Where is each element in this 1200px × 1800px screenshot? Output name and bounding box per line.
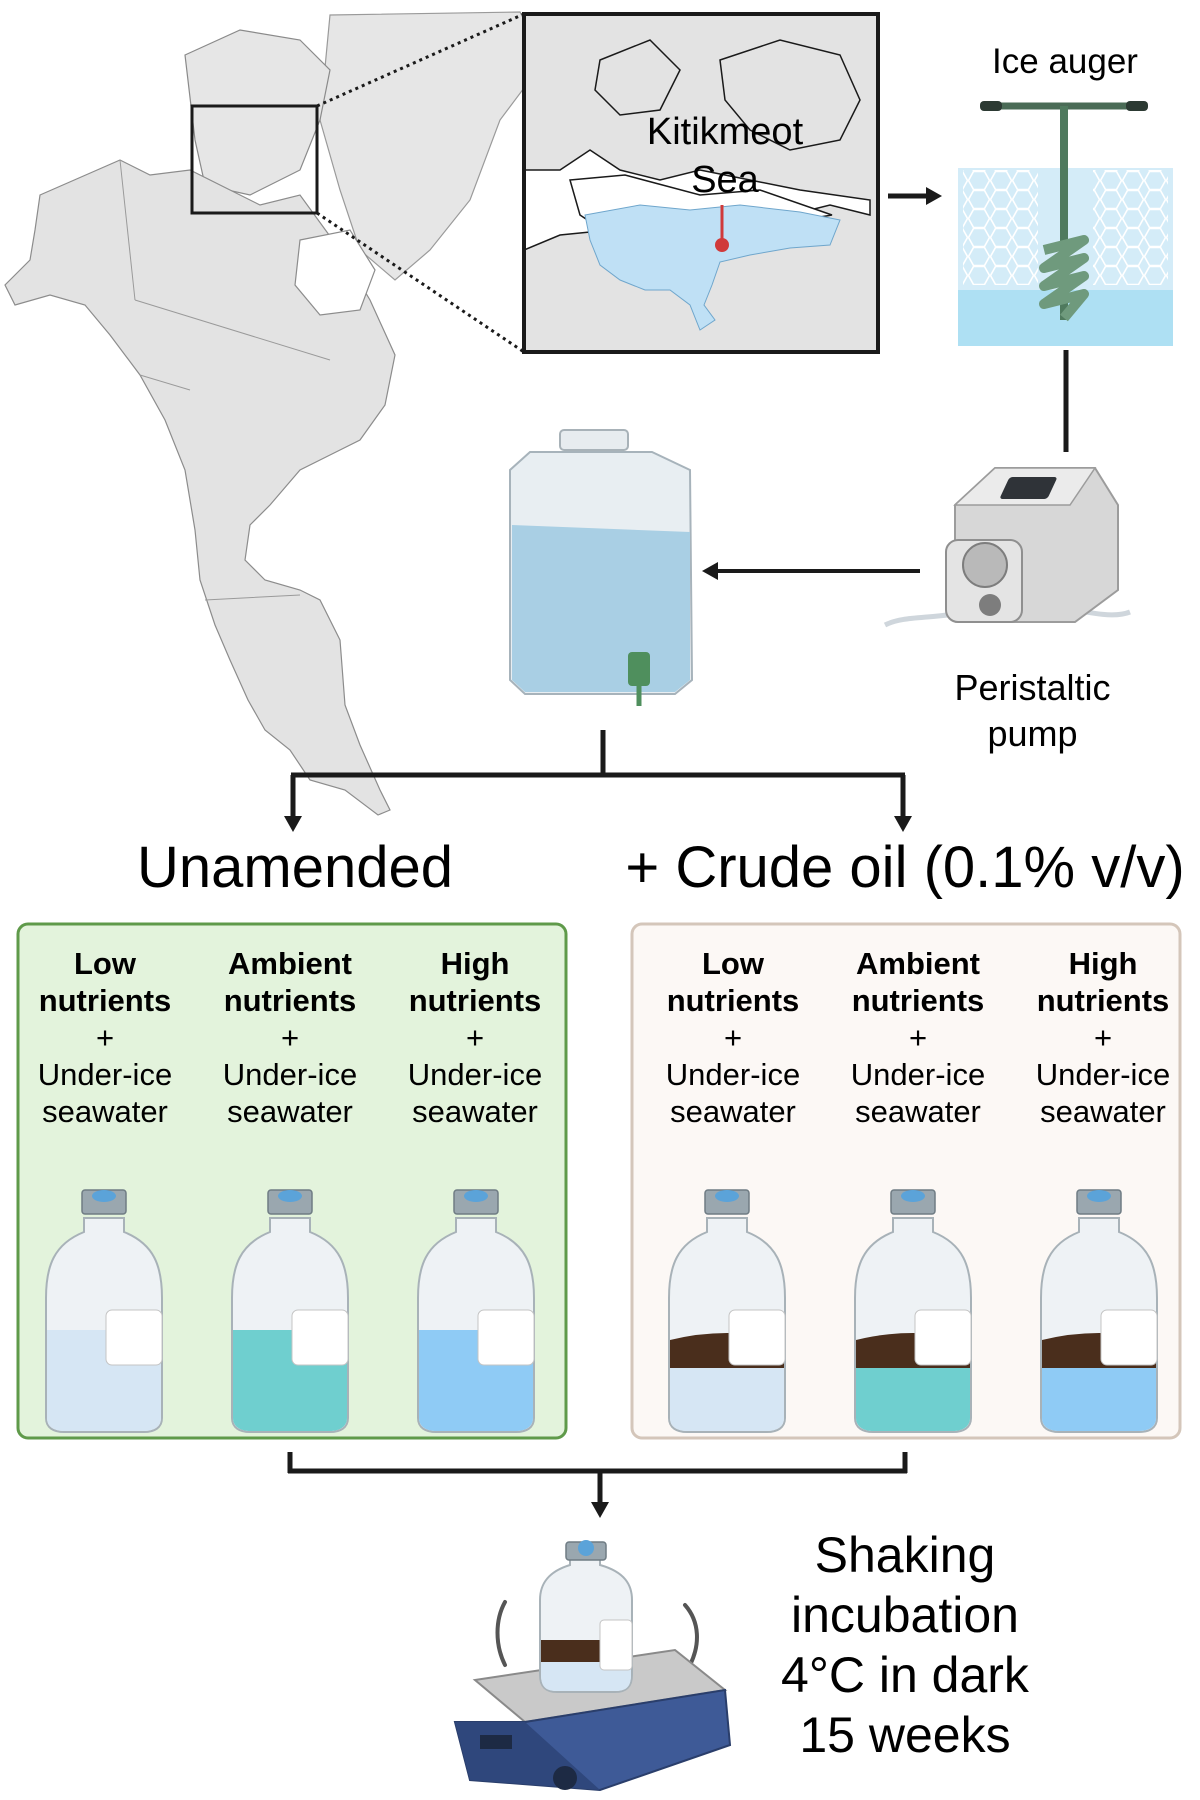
condition-low-unamended: Low nutrients + Under-ice seawater	[37, 946, 173, 1129]
kitikmeot-sea-shape	[584, 204, 841, 331]
inset-map	[522, 12, 880, 354]
sampling-site-marker	[715, 238, 729, 252]
shaker-display	[480, 1735, 512, 1749]
shaker-flask-label	[599, 1619, 633, 1671]
bottle-ambient-unamended	[231, 1189, 349, 1433]
carboy-water	[512, 525, 690, 692]
bottle-cap-seal	[92, 1190, 116, 1202]
bottle-high-oil	[1040, 1189, 1158, 1433]
bottle-label	[477, 1309, 535, 1366]
unamended-title: Unamended	[137, 835, 453, 900]
bottle-ambient-oil	[854, 1189, 972, 1433]
auger-handle-grip-right	[1126, 101, 1148, 111]
bottle-cap-seal	[901, 1190, 925, 1202]
carboy-illustration	[509, 429, 694, 706]
condition-ambient-oil: Ambient nutrients + Under-ice seawater	[850, 946, 986, 1129]
merge-connector	[287, 1452, 908, 1518]
north-america-map	[4, 11, 546, 816]
condition-ambient-unamended: Ambient nutrients + Under-ice seawater	[222, 946, 358, 1129]
hudson-bay-shape	[294, 229, 376, 316]
bottle-label	[105, 1309, 163, 1366]
bottle-cap-seal	[1087, 1190, 1111, 1202]
ice-auger-label: Ice auger	[992, 42, 1138, 81]
pump-knob	[979, 594, 1001, 616]
kitikmeot-sea-label: Kitikmeot Sea	[646, 111, 804, 201]
bottle-label	[1100, 1309, 1158, 1366]
bottle-cap-seal	[278, 1190, 302, 1202]
shaker-illustration	[453, 1540, 732, 1792]
carboy-cap	[559, 429, 629, 451]
shaker-motion-right	[683, 1603, 699, 1667]
condition-low-oil: Low nutrients + Under-ice seawater	[665, 946, 801, 1129]
ice-hexagons-right	[1093, 170, 1168, 285]
zoom-line-top	[316, 12, 525, 108]
peristaltic-pump-illustration	[883, 467, 1131, 628]
continent-shape	[4, 159, 396, 816]
bottle-low-oil	[668, 1189, 786, 1433]
split-connector	[284, 730, 912, 832]
bottle-water	[856, 1368, 970, 1431]
arctic-islands-shape	[184, 29, 331, 196]
bottle-cap-seal	[715, 1190, 739, 1202]
ice-hexagons-left	[963, 170, 1038, 285]
carboy-spigot	[628, 652, 650, 686]
auger-blade	[1039, 235, 1089, 322]
border-lines	[119, 159, 331, 601]
inset-island-shape	[594, 39, 861, 151]
bottle-label	[291, 1309, 349, 1366]
inset-frame	[522, 12, 880, 354]
bottle-high-unamended	[417, 1189, 535, 1433]
bottle-group	[45, 1189, 1158, 1433]
shaker-motion-left	[495, 1600, 507, 1667]
bottle-label	[728, 1309, 786, 1366]
crude-oil-title: + Crude oil (0.1% v/v)	[625, 835, 1185, 900]
pump-display	[1000, 477, 1057, 499]
incubation-label: Shaking incubation 4°C in dark 15 weeks	[781, 1527, 1029, 1763]
bottle-water	[670, 1368, 784, 1431]
bottle-cap-seal	[464, 1190, 488, 1202]
arrow-map-to-auger	[888, 187, 942, 205]
peristaltic-pump-label: Peristaltic pump	[954, 667, 1111, 754]
pump-rotor	[962, 542, 1008, 588]
bottle-label	[914, 1309, 972, 1366]
condition-high-unamended: High nutrients + Under-ice seawater	[407, 946, 543, 1129]
map-focus-box	[190, 104, 319, 215]
bottle-water	[1042, 1368, 1156, 1431]
condition-high-oil: High nutrients + Under-ice seawater	[1035, 946, 1171, 1129]
arrow-pump-to-carboy	[702, 562, 920, 580]
ice-auger-illustration	[958, 101, 1173, 346]
bottle-low-unamended	[45, 1189, 163, 1433]
shaker-knob	[553, 1766, 577, 1790]
auger-handle-grip-left	[980, 101, 1002, 111]
